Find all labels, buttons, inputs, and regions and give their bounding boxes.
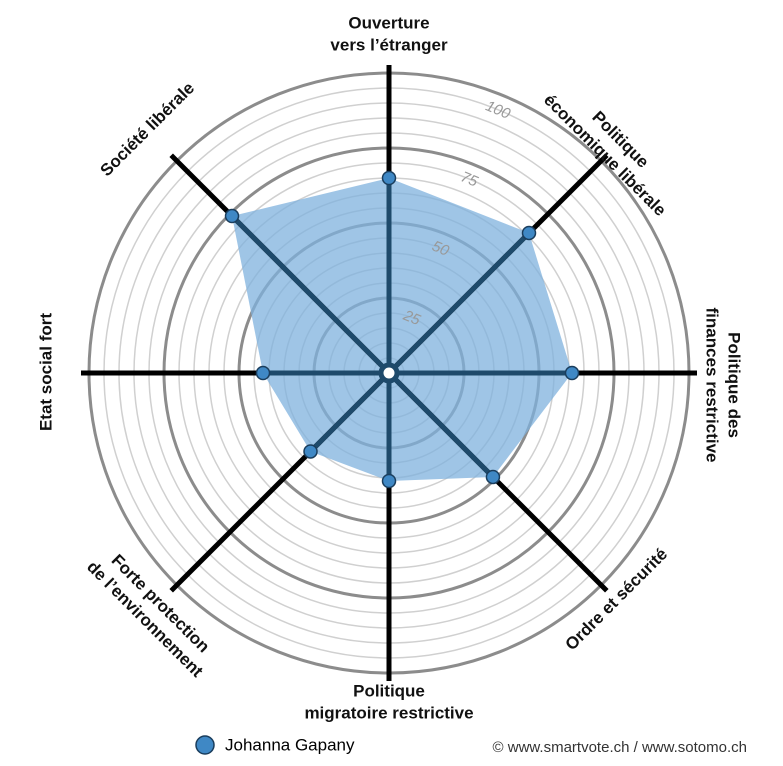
axis-label-group: Politique migratoire restrictive — [304, 681, 473, 722]
inner-spoke — [387, 371, 495, 479]
data-point — [485, 469, 501, 485]
axis-label: migratoire restrictive — [304, 703, 473, 722]
axis-label: Etat social fort — [36, 313, 55, 431]
center — [378, 362, 400, 384]
source: © www.smartvote.ch / www.sotomo.ch — [493, 739, 747, 756]
r-tick-label: 100 — [483, 97, 513, 123]
axis-label: Politique des — [725, 332, 744, 438]
data-point — [303, 444, 318, 459]
data-point — [564, 365, 580, 381]
axis-label: Politique — [353, 681, 425, 700]
axis-label: finances restrictive — [703, 308, 722, 463]
data-point — [381, 170, 397, 186]
r-tick-label: 50 — [430, 238, 453, 260]
axis-label: Ouverture — [348, 13, 429, 32]
legend-marker — [195, 735, 215, 755]
data-point — [381, 473, 397, 489]
legend-label: Johanna Gapany — [225, 735, 355, 754]
data-point — [224, 208, 240, 224]
axis-label-group: Etat social fort — [36, 313, 55, 431]
data-point — [521, 225, 537, 241]
r-tick-label: 75 — [458, 168, 481, 190]
r-tick-label: 25 — [400, 307, 423, 330]
inner-spoke — [230, 214, 391, 375]
data-point — [255, 365, 271, 381]
plot: 25 50 75 100 Ouverture vers l’étranger Politiq… — [36, 13, 743, 722]
inner-spoke — [308, 371, 391, 454]
inner-spoke — [387, 231, 531, 375]
area — [232, 178, 573, 481]
axis-label-group: Ouverture vers l’étranger — [330, 13, 448, 54]
axis-label: vers l’étranger — [330, 35, 448, 54]
